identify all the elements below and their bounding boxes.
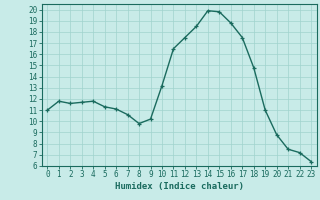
X-axis label: Humidex (Indice chaleur): Humidex (Indice chaleur)	[115, 182, 244, 191]
